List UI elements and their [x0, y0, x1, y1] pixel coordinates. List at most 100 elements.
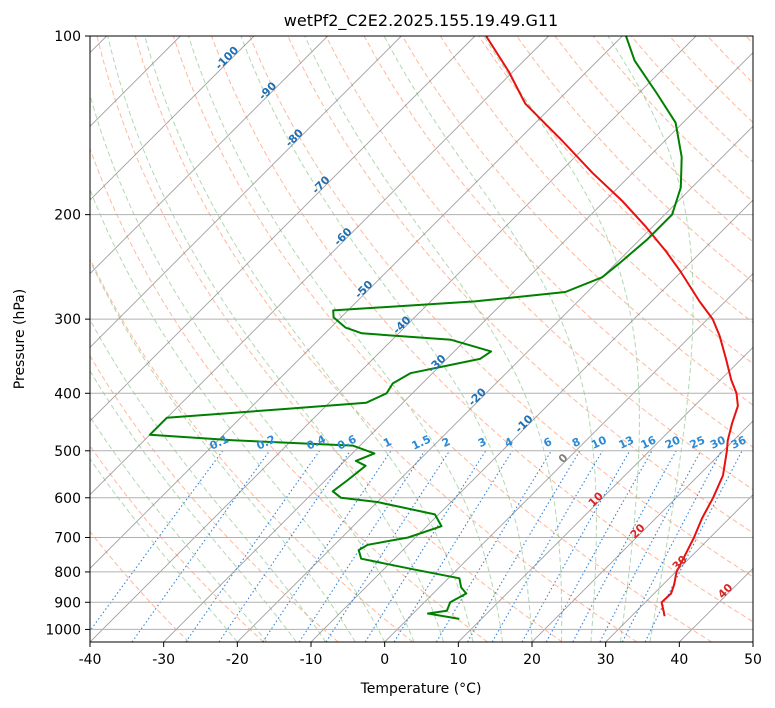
isotherm-label: 20 — [628, 521, 648, 541]
isotherm — [531, 420, 753, 642]
y-axis: 100 200 300 400 500 600 700 800 900 1000 — [45, 29, 90, 638]
moist-adiabat — [383, 36, 597, 642]
dry-adiabat — [90, 530, 190, 642]
mixing-ratio-label: 0.2 — [255, 433, 278, 453]
pressure-gridlines — [90, 35, 753, 630]
y-tick-label: 700 — [54, 531, 81, 547]
y-tick-label: 900 — [54, 595, 81, 611]
isotherm-label: 10 — [586, 489, 606, 509]
x-axis-label: Temperature (°C) — [360, 681, 482, 697]
isotherm — [163, 52, 753, 642]
y-axis-label: Pressure (hPa) — [12, 289, 28, 389]
mixing-ratio-line — [185, 450, 321, 642]
isotherm — [90, 36, 623, 569]
mixing-ratio-label: 2 — [440, 435, 452, 450]
isotherm-label: -10 — [512, 412, 535, 435]
isotherm-label: -80 — [283, 126, 306, 149]
dry-adiabat — [554, 36, 753, 243]
isotherm — [310, 199, 753, 642]
mixing-ratio-label: 20 — [663, 433, 683, 451]
dry-adiabat — [516, 36, 753, 283]
x-tick-label: 40 — [670, 652, 688, 668]
moist-adiabat — [90, 188, 386, 642]
dry-adiabat — [172, 36, 712, 642]
x-tick-label: 50 — [744, 652, 762, 668]
y-tick-label: 800 — [54, 565, 81, 581]
x-axis: -40 -30 -20 -10 0 10 20 30 40 50 — [79, 642, 762, 668]
dry-adiabat — [211, 36, 753, 623]
mixing-ratio-label: 36 — [729, 433, 749, 451]
isotherm — [384, 273, 753, 642]
isotherm — [458, 346, 753, 642]
plot-frame — [89, 35, 754, 643]
mixing-ratio-line — [599, 450, 702, 642]
moist-adiabat — [607, 36, 694, 642]
mixing-ratio-line — [262, 450, 392, 642]
dry-adiabat — [363, 36, 753, 448]
moist-adiabat — [90, 457, 238, 642]
y-tick-label: 100 — [54, 29, 81, 45]
mixing-ratio-line — [325, 450, 451, 642]
dry-adiabat — [669, 36, 753, 124]
y-tick-label: 500 — [54, 444, 81, 460]
mixing-ratio-label: 16 — [639, 433, 659, 451]
y-tick-label: 300 — [54, 312, 81, 328]
dry-adiabat — [592, 36, 753, 203]
mixing-ratio-label: 30 — [708, 433, 728, 451]
isotherm-label: -70 — [309, 173, 332, 196]
temperature-line — [485, 36, 739, 617]
mixing-ratio-label: 1 — [381, 435, 393, 450]
mixing-ratio-label: 0.1 — [208, 433, 231, 453]
dry-adiabat — [439, 36, 753, 365]
mixing-ratio-line — [435, 450, 552, 642]
background-lines — [90, 36, 753, 642]
isotherm-label: 40 — [715, 581, 735, 601]
isotherm-label: -40 — [390, 313, 413, 336]
dry-adiabat — [745, 36, 753, 45]
mixing-ratio-label: 25 — [688, 434, 707, 452]
moist-adiabat — [107, 36, 445, 642]
isotherm-label: -60 — [331, 225, 354, 248]
mixing-ratio-label: 0.6 — [335, 432, 358, 452]
isotherm — [90, 36, 697, 642]
moist-adiabat — [304, 36, 563, 642]
isotherm — [90, 36, 328, 275]
isotherm — [90, 36, 402, 348]
mixing-ratio-line — [467, 450, 581, 642]
dry-adiabat — [325, 36, 753, 491]
dry-adiabat — [707, 36, 753, 84]
mixing-ratio-label: 13 — [617, 433, 636, 451]
dry-adiabat — [478, 36, 753, 324]
mixing-ratio-line — [545, 450, 653, 642]
isotherm — [90, 36, 549, 496]
isotherm — [679, 567, 753, 642]
mixing-ratio-line — [90, 450, 224, 632]
y-tick-label: 200 — [54, 208, 81, 224]
moist-adiabat — [483, 36, 640, 642]
isotherm — [237, 125, 753, 642]
moist-adiabat — [90, 415, 268, 642]
isotherm — [90, 36, 476, 422]
x-tick-label: -30 — [152, 652, 175, 668]
mixing-ratio-line — [644, 450, 743, 642]
mixing-ratio-line — [572, 450, 677, 642]
mixing-ratio-line — [521, 450, 631, 642]
mixing-ratio-line — [131, 450, 271, 642]
mixing-ratio-line — [298, 450, 426, 642]
y-tick-label: 600 — [54, 491, 81, 507]
moist-adiabat — [144, 36, 474, 642]
isotherm-label: 30 — [670, 553, 690, 573]
x-tick-label: -20 — [226, 652, 249, 668]
isotherm — [752, 641, 753, 642]
chart-title: wetPf2_C2E2.2025.155.19.49.G11 — [284, 11, 558, 31]
y-tick-label: 1000 — [45, 622, 81, 638]
dry-adiabat — [90, 257, 414, 642]
isotherm — [90, 36, 255, 201]
x-tick-label: 0 — [380, 652, 389, 668]
dry-adiabat — [90, 444, 264, 642]
x-tick-label: 20 — [523, 652, 541, 668]
mixing-ratio-label: 8 — [570, 435, 582, 450]
y-tick-label: 400 — [54, 386, 81, 402]
